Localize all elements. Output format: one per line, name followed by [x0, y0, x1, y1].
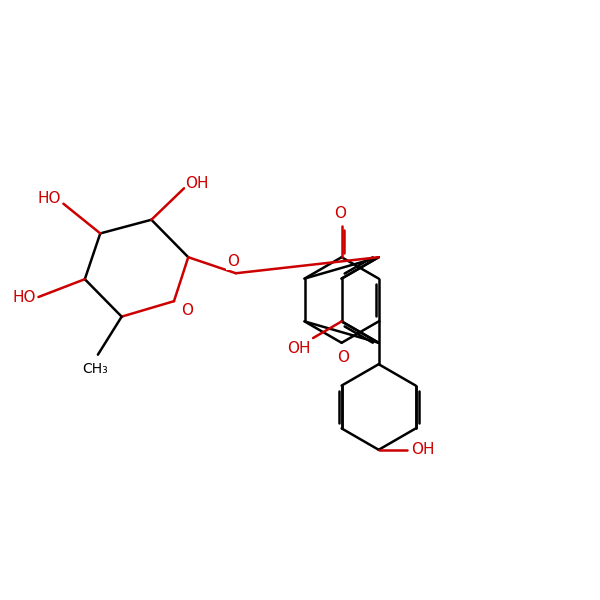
Text: O: O: [334, 206, 346, 221]
Text: OH: OH: [412, 442, 435, 457]
Text: OH: OH: [185, 176, 209, 191]
Text: HO: HO: [37, 191, 61, 206]
Text: O: O: [181, 303, 193, 318]
Text: O: O: [337, 350, 349, 365]
Text: HO: HO: [13, 290, 36, 305]
Text: OH: OH: [287, 341, 311, 356]
Text: O: O: [227, 254, 239, 269]
Text: CH₃: CH₃: [83, 362, 109, 376]
